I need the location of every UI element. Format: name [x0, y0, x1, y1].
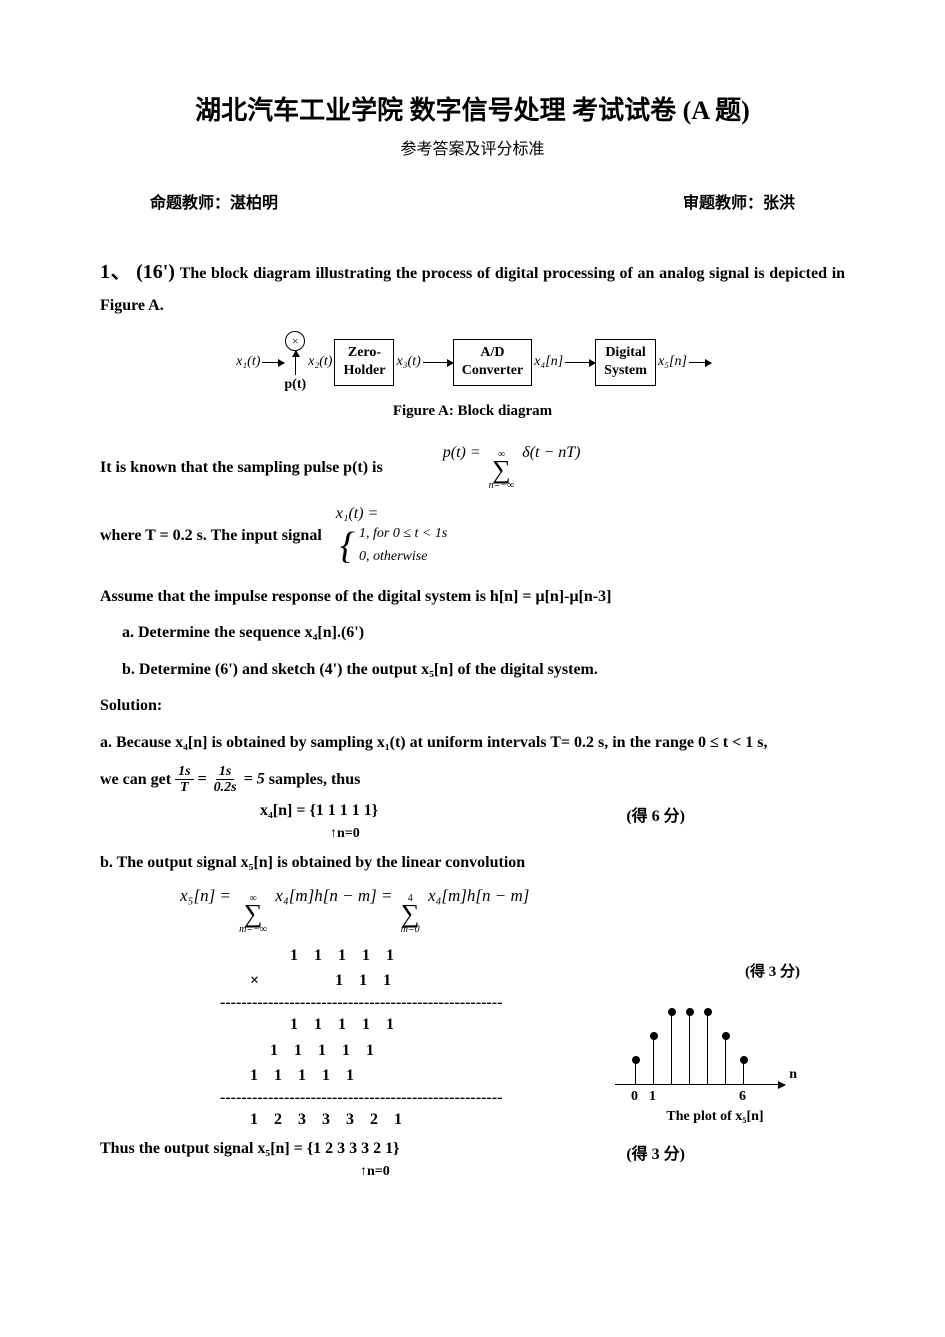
sol-a-pre: we can get	[100, 765, 171, 795]
sig-x3: x₃(t)	[396, 354, 420, 370]
frac2-num: 1s	[216, 764, 234, 780]
x1-formula-row: where T = 0.2 s. The input signal x₁(t) …	[100, 505, 845, 568]
box2-line2: Converter	[462, 362, 523, 380]
x4-result-row: x₄[n] = {1 1 1 1 1} (得 6 分)	[260, 802, 845, 820]
sum1-bot: m=−∞	[239, 925, 267, 935]
block-diagram: x₁(t) p(t) x₂(t) Zero- Holder x₃(t) A/D …	[100, 331, 845, 393]
figure-caption: Figure A: Block diagram	[100, 403, 845, 420]
conv-lhs: x₅[n] =	[180, 886, 235, 905]
solution-label: Solution:	[100, 691, 845, 721]
reviewer-label: 审题教师：张洪	[683, 189, 795, 213]
frac-eq1: =	[198, 770, 211, 787]
box1-line1: Zero-	[343, 344, 385, 362]
frac1-num: 1s	[175, 764, 193, 780]
piecewise-row2: 0, otherwise	[359, 546, 447, 568]
q1-intro: 1、 (16') The block diagram illustrating …	[100, 253, 845, 321]
final-text: Thus the output signal x₅[n] = {1 2 3 3 …	[100, 1140, 399, 1157]
sol-a-post: samples, thus	[269, 765, 361, 795]
multiplier-icon	[285, 331, 305, 351]
sum-icon: 4 ∑ m=0	[401, 894, 420, 935]
pt-lhs: p(t) =	[443, 444, 485, 461]
conv-body2: x₄[m]h[n − m]	[428, 886, 529, 905]
pt-formula: p(t) = ∞ ∑ n=−∞ δ(t − nT)	[443, 444, 581, 491]
sol-b-text: b. The output signal x₅[n] is obtained b…	[100, 848, 845, 878]
sig-x1: x₁(t)	[236, 354, 260, 370]
conv-body1: x₄[m]h[n − m] =	[275, 886, 396, 905]
stem-bar	[689, 1013, 690, 1085]
x-tick-label: 1	[649, 1089, 656, 1105]
final-arrow: ↑n=0	[360, 1164, 845, 1180]
stem-plot: n 01 6	[615, 985, 795, 1105]
sol-a-line2: we can get 1s T = 1s 0.2s = 5 samples, t…	[100, 764, 845, 796]
sigma-icon: ∑	[244, 904, 263, 925]
sum-icon: ∞ ∑ n=−∞	[489, 450, 515, 491]
pt-formula-row: It is known that the sampling pulse p(t)…	[100, 444, 845, 491]
q1-number: 1、	[100, 261, 131, 283]
box3-line2: System	[604, 362, 647, 380]
score-b2: (得 3 分)	[626, 1140, 685, 1164]
x1-formula: x₁(t) = { 1, for 0 ≤ t < 1s 0, otherwise	[336, 505, 448, 568]
sigma-icon: ∑	[401, 904, 420, 925]
pt-text: It is known that the sampling pulse p(t)…	[100, 453, 383, 483]
x4-arrow: ↑n=0	[330, 826, 845, 842]
box1-line2: Holder	[343, 362, 385, 380]
x-tick-label: 0	[631, 1089, 638, 1105]
pt-body: δ(t − nT)	[522, 444, 580, 461]
piecewise-row1: 1, for 0 ≤ t < 1s	[359, 523, 447, 545]
pt-label: p(t)	[284, 377, 306, 393]
stem-bar	[743, 1061, 744, 1085]
stem-bar	[671, 1013, 672, 1085]
q1-points: (16')	[136, 261, 175, 283]
arrow-up-icon	[295, 351, 296, 375]
page-title: 湖北汽车工业学院 数字信号处理 考试试卷 (A 题)	[100, 90, 845, 127]
x-axis	[615, 1084, 785, 1085]
stem-bar	[725, 1037, 726, 1085]
axis-n-label: n	[789, 1067, 797, 1083]
x4-result: x₄[n] = {1 1 1 1 1}	[260, 802, 378, 819]
sig-x5: x₅[n]	[658, 354, 687, 370]
stem-bar	[707, 1013, 708, 1085]
assume-text: Assume that the impulse response of the …	[100, 582, 845, 612]
final-result-row: Thus the output signal x₅[n] = {1 2 3 3 …	[100, 1140, 845, 1158]
x-tick-label: 6	[739, 1089, 746, 1105]
frac-result: = 5	[244, 770, 265, 787]
sigma-icon: ∑	[492, 460, 511, 481]
score-b1: (得 3 分)	[745, 960, 815, 981]
T-text: where T = 0.2 s. The input signal	[100, 521, 322, 551]
sum-bot: n=−∞	[489, 481, 515, 491]
arrow-icon	[262, 362, 284, 363]
page-subtitle: 参考答案及评分标准	[100, 135, 845, 159]
sol-a-line1: a. Because x₄[n] is obtained by sampling…	[100, 728, 845, 758]
fraction: 1s T	[175, 764, 193, 796]
fraction: 1s 0.2s	[211, 764, 240, 796]
task-b: b. Determine (6') and sketch (4') the ou…	[122, 655, 845, 685]
arrow-icon	[689, 362, 711, 363]
arrow-icon	[423, 362, 453, 363]
score-a: (得 6 分)	[626, 802, 685, 826]
stem-plot-area: (得 3 分) n 01 6 The plot of x₅[n]	[615, 960, 815, 1125]
q1-intro-text: The block diagram illustrating the proce…	[100, 265, 845, 314]
author-label: 命题教师：湛柏明	[150, 189, 278, 213]
box3-line1: Digital	[604, 344, 647, 362]
sig-x2: x₂(t)	[308, 354, 332, 370]
box2-line1: A/D	[462, 344, 523, 362]
box-zero-holder: Zero- Holder	[334, 339, 394, 385]
teacher-row: 命题教师：湛柏明 审题教师：张洪	[150, 189, 795, 213]
arrow-icon	[565, 362, 595, 363]
stem-bar	[635, 1061, 636, 1085]
x1-lhs: x₁(t) =	[336, 505, 379, 522]
brace-icon: {	[340, 527, 355, 565]
frac1-den: T	[177, 780, 192, 795]
box-digital-system: Digital System	[595, 339, 656, 385]
conv-formula: x₅[n] = ∞ ∑ m=−∞ x₄[m]h[n − m] = 4 ∑ m=0…	[180, 886, 845, 935]
box-ad-converter: A/D Converter	[453, 339, 532, 385]
sum2-bot: m=0	[401, 925, 420, 935]
sum-icon: ∞ ∑ m=−∞	[239, 894, 267, 935]
sig-x4: x₄[n]	[534, 354, 563, 370]
task-a: a. Determine the sequence x₄[n].(6')	[122, 618, 845, 648]
frac2-den: 0.2s	[211, 780, 240, 795]
stem-bar	[653, 1037, 654, 1085]
plot-caption: The plot of x₅[n]	[615, 1109, 815, 1125]
